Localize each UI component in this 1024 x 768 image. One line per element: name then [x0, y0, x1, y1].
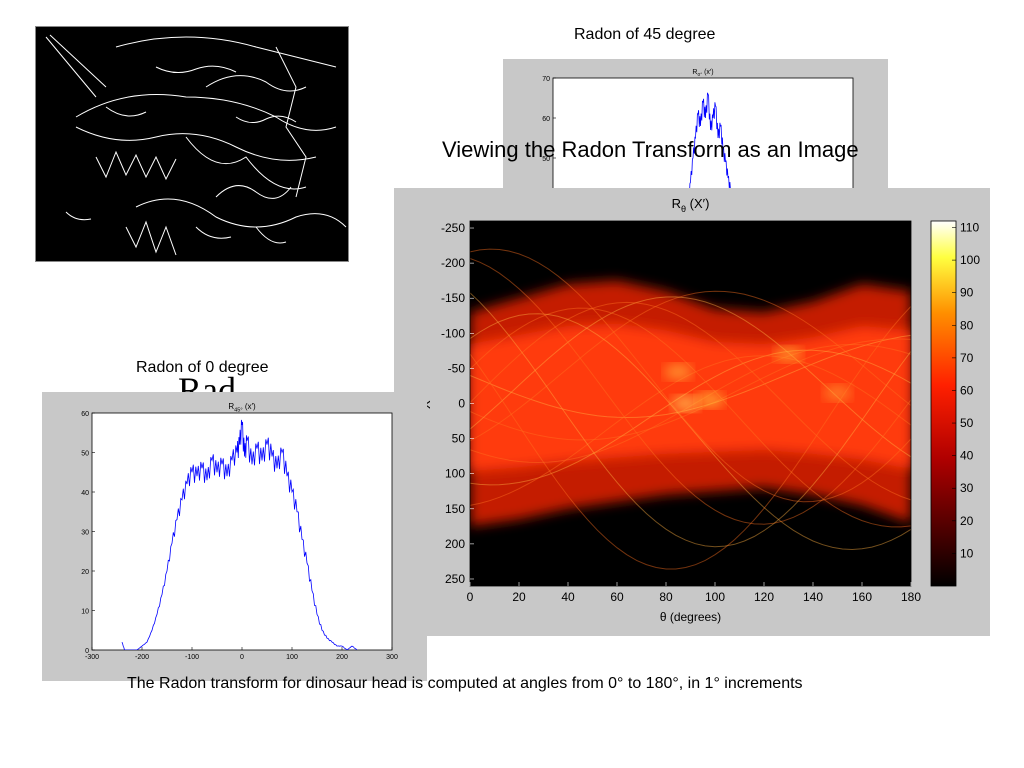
y-tick-label: 250 [445, 572, 465, 586]
caption-radon-45: Radon of 45 degree [574, 26, 716, 43]
heatmap-trace [470, 313, 911, 551]
dinosaur-edge-image [35, 26, 349, 262]
heatmap-hotspot [696, 391, 725, 408]
y-tick-label: 30 [81, 530, 89, 537]
partial-title-text: Rad [178, 372, 236, 394]
chart-panel-heatmap: -250 -200 -150 -100 -50 0 50 100 150 200 250 0 20 40 6… [394, 188, 990, 636]
x-tick-label: 100 [286, 654, 298, 661]
chart-panel-r0: 40506070R0° (x′) [503, 59, 888, 189]
x-tick-label: -200 [135, 654, 149, 661]
y-tick-label: -200 [441, 256, 465, 270]
heatmap-trace [470, 305, 911, 570]
y-tick-label: -250 [441, 221, 465, 235]
x-tick-label: 60 [610, 590, 624, 604]
footer-caption: The Radon transform for dinosaur head is… [127, 675, 803, 692]
colorbar-tick-label: 80 [960, 318, 974, 332]
heatmap-hotspot [823, 384, 852, 401]
x-tick-label: 20 [512, 590, 526, 604]
y-tick-label: 10 [81, 609, 89, 616]
colorbar-tick-label: 30 [960, 481, 974, 495]
plot-area [91, 412, 393, 651]
heatmap-hotspot [774, 346, 803, 363]
heatmap-trace [470, 307, 911, 528]
x-axis-label: θ (degrees) [660, 610, 721, 624]
x-tick-label: 40 [561, 590, 575, 604]
x-tick-label: 300 [386, 654, 398, 661]
colorbar-tick-label: 110 [960, 221, 979, 235]
x-tick-label: 200 [336, 654, 348, 661]
y-tick-label: 60 [542, 116, 550, 123]
heatmap-trace [470, 290, 911, 442]
y-tick-label: -100 [441, 326, 465, 340]
colorbar-tick-label: 20 [960, 514, 974, 528]
heatmap-hotspot [671, 395, 700, 412]
y-tick-label: 50 [542, 156, 550, 163]
x-tick-label: 180 [901, 590, 921, 604]
plot-area [552, 77, 854, 189]
y-tick-label: -150 [441, 291, 465, 305]
heatmap-trace [470, 248, 911, 503]
edge-drawing [45, 34, 347, 256]
heatmap-trace [470, 338, 911, 441]
y-tick-label: 150 [445, 502, 465, 516]
x-tick-label: 0 [467, 590, 474, 604]
y-tick-label: -50 [448, 361, 466, 375]
colorbar [930, 220, 957, 587]
heatmap-trace [470, 292, 911, 548]
x-tick-label: 100 [705, 590, 725, 604]
y-tick-label: 70 [542, 76, 550, 83]
x-tick-label: 0 [240, 654, 244, 661]
y-tick-label: 50 [81, 451, 89, 458]
x-tick-label: -300 [85, 654, 99, 661]
colorbar-tick-label: 60 [960, 383, 974, 397]
colorbar-tick-label: 50 [960, 416, 974, 430]
x-tick-label: 140 [803, 590, 823, 604]
y-tick-label: 60 [81, 411, 89, 418]
colorbar-tick-label: 90 [960, 286, 974, 300]
y-tick-label: 200 [445, 537, 465, 551]
y-tick-label: 0 [458, 397, 465, 411]
x-tick-label: -100 [185, 654, 199, 661]
y-tick-label: 0 [85, 648, 89, 655]
caption-radon-0: Radon of 0 degree [136, 359, 269, 376]
main-title: Viewing the Radon Transform as an Image [442, 137, 859, 162]
y-tick-label: 40 [81, 490, 89, 497]
colorbar-tick-label: 70 [960, 351, 974, 365]
x-tick-label: 120 [754, 590, 774, 604]
colorbar-tick-label: 10 [960, 546, 974, 560]
chart-r0-svg: 40506070R0° (x′) [542, 69, 854, 189]
y-tick-label: 100 [445, 467, 465, 481]
colorbar-tick-label: 100 [960, 253, 980, 267]
chart-title: Rθ (X′) [672, 196, 710, 214]
chart-title: R45° (x′) [228, 402, 256, 413]
heatmap-hotspot [664, 363, 693, 380]
chart-title: R0° (x′) [692, 69, 713, 78]
chart-panel-r45: 0 10 20 30 40 50 60 -300 -200 -100 0 100 200 300 R45° … [42, 392, 427, 681]
series-line [121, 419, 358, 650]
y-tick-label: 20 [81, 569, 89, 576]
heatmap-trace [470, 349, 911, 486]
x-tick-label: 80 [659, 590, 673, 604]
colorbar-tick-label: 40 [960, 449, 974, 463]
x-tick-label: 160 [852, 590, 872, 604]
series-line [689, 92, 732, 189]
heatmap-trace [470, 301, 911, 501]
heatmap-trace [470, 258, 911, 525]
y-tick-label: 50 [452, 432, 466, 446]
chart-r45-svg: 0 10 20 30 40 50 60 -300 -200 -100 0 100 200 300 R45° … [81, 402, 398, 661]
